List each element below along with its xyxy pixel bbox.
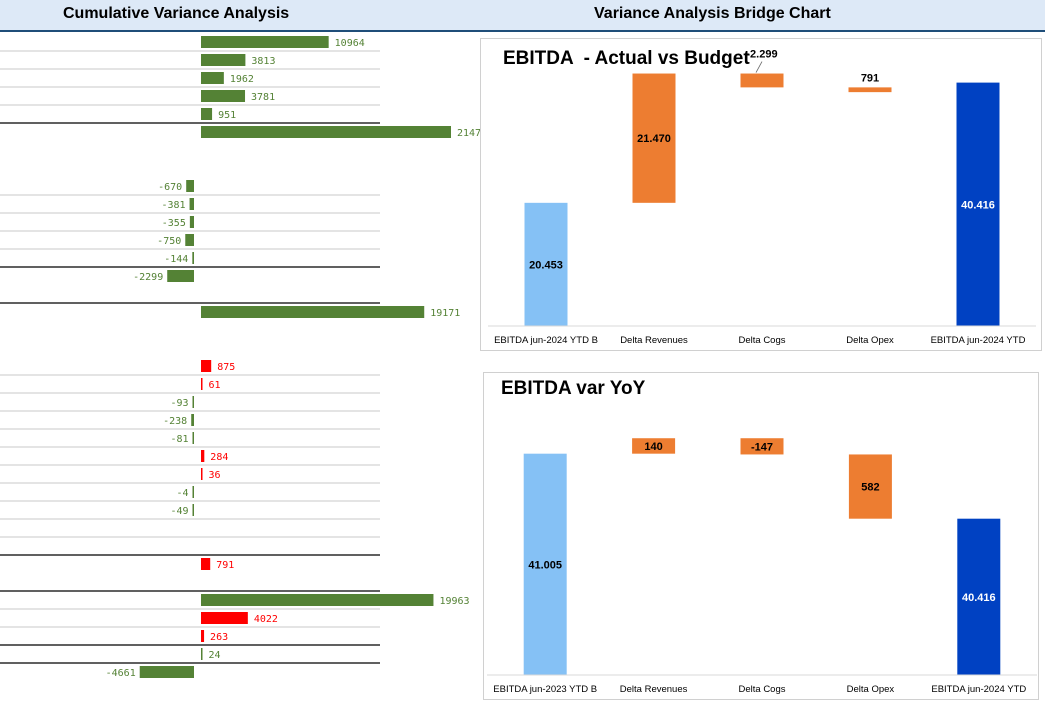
waterfall-bar — [632, 438, 676, 454]
waterfall-bar — [524, 202, 568, 326]
variance-value: 19171 — [430, 308, 460, 319]
variance-value: -4 — [176, 488, 188, 499]
chart-title-var-yoy: EBITDA var YoY — [501, 378, 646, 399]
variance-bar — [201, 612, 248, 624]
label-leader-line — [755, 61, 763, 73]
variance-bar — [189, 216, 194, 228]
data-label: 40.416 — [962, 592, 996, 604]
variance-value: 4022 — [254, 614, 278, 625]
variance-bar — [167, 270, 194, 282]
variance-value: 791 — [216, 560, 234, 571]
category-label: EBITDA jun-2024 YTD — [931, 684, 1026, 695]
category-label: Delta Cogs — [739, 335, 786, 346]
variance-value: -238 — [163, 416, 187, 427]
variance-value: -144 — [164, 254, 188, 265]
variance-value: 1962 — [230, 74, 254, 85]
ebitda-actual-vs-budget-chart: 20.453 EBITDA jun-2024 YTD B 21.470 Delta R… — [480, 38, 1042, 351]
variance-bar — [201, 90, 246, 102]
cumulative-variance-bars: 10964 3813 1962 3781 951 21470 -670 -381 -355 -75… — [0, 36, 480, 679]
variance-bar — [201, 648, 203, 660]
data-label: 21.470 — [637, 133, 671, 145]
variance-value: 3813 — [251, 56, 275, 67]
variance-bar — [191, 414, 194, 426]
chart-title-actual-vs-budget: EBITDA - Actual vs Budget — [503, 48, 750, 69]
variance-bar — [201, 306, 425, 318]
variance-value: 19963 — [439, 596, 469, 607]
waterfall-bar — [957, 518, 1001, 675]
variance-value: 951 — [218, 110, 236, 121]
variance-value: 21470 — [457, 128, 480, 139]
variance-bar — [201, 450, 205, 462]
cumulative-variance-title: Cumulative Variance Analysis — [63, 5, 290, 22]
variance-bar — [139, 666, 194, 678]
waterfall-bar — [740, 438, 784, 455]
variance-bar — [192, 252, 194, 264]
waterfall-bar — [632, 73, 676, 203]
variance-value: 263 — [210, 632, 228, 643]
variance-bar — [185, 234, 194, 246]
variance-bar — [189, 198, 194, 210]
variance-value: -2299 — [133, 272, 163, 283]
variance-value: -381 — [161, 200, 185, 211]
category-label: Delta Revenues — [620, 335, 688, 346]
variance-bar — [201, 468, 203, 480]
waterfall-bar — [848, 87, 892, 93]
data-label: 40.416 — [961, 199, 995, 211]
cumulative-variance-panel: 10964 3813 1962 3781 951 21470 -670 -381 -355 -75… — [0, 32, 480, 714]
variance-bar — [186, 180, 194, 192]
category-label: Delta Opex — [847, 684, 895, 695]
waterfall-bar — [848, 454, 892, 519]
variance-value: -81 — [170, 434, 188, 445]
variance-value: -355 — [162, 218, 186, 229]
category-label: EBITDA jun-2023 YTD B — [493, 684, 597, 695]
data-label: 582 — [861, 482, 879, 494]
variance-bar — [192, 432, 194, 444]
header-band: Cumulative Variance Analysis Variance An… — [0, 0, 1045, 32]
data-label: 140 — [644, 441, 662, 453]
variance-bar — [201, 630, 205, 642]
variance-value: -670 — [158, 182, 182, 193]
variance-bar — [201, 72, 224, 84]
data-label: 791 — [861, 72, 879, 84]
bridge-chart-title: Variance Analysis Bridge Chart — [594, 5, 831, 22]
variance-bar — [201, 360, 212, 372]
variance-bar — [201, 54, 246, 66]
waterfall-bar — [956, 82, 1000, 326]
ebitda-actual-vs-budget-svg: 20.453 EBITDA jun-2024 YTD B 21.470 Delta R… — [488, 49, 1036, 346]
variance-value: 36 — [209, 470, 221, 481]
variance-bar — [201, 108, 213, 120]
variance-value: -4661 — [106, 668, 136, 679]
variance-value: 3781 — [251, 92, 275, 103]
data-label: 41.005 — [528, 559, 562, 571]
category-label: Delta Opex — [846, 335, 894, 346]
variance-value: -93 — [170, 398, 188, 409]
ebitda-var-yoy-svg: 41.005 EBITDA jun-2023 YTD B 140 Delta Reve… — [487, 438, 1037, 695]
variance-bar — [192, 504, 194, 516]
variance-value: 61 — [209, 380, 221, 391]
variance-value: 284 — [210, 452, 228, 463]
data-label: -147 — [751, 441, 773, 453]
variance-value: -49 — [170, 506, 188, 517]
category-label: EBITDA jun-2024 YTD — [931, 335, 1026, 346]
category-label: EBITDA jun-2024 YTD B — [494, 335, 598, 346]
category-label: Delta Cogs — [739, 684, 786, 695]
ebitda-var-yoy-chart: 41.005 EBITDA jun-2023 YTD B 140 Delta Reve… — [483, 372, 1039, 700]
variance-value: 875 — [217, 362, 235, 373]
variance-value: 24 — [209, 650, 221, 661]
variance-bar — [192, 486, 194, 498]
variance-bar — [201, 378, 203, 390]
variance-bar — [201, 126, 451, 138]
data-label: -2.299 — [746, 49, 777, 61]
variance-bar — [201, 558, 211, 570]
data-label: 20.453 — [529, 259, 563, 271]
variance-bar — [201, 594, 434, 606]
category-label: Delta Revenues — [620, 684, 688, 695]
waterfall-bar — [523, 453, 567, 675]
variance-bar — [201, 36, 329, 48]
variance-bar — [192, 396, 194, 408]
variance-value: -750 — [157, 236, 181, 247]
variance-value: 10964 — [335, 38, 365, 49]
waterfall-bar — [740, 73, 784, 88]
